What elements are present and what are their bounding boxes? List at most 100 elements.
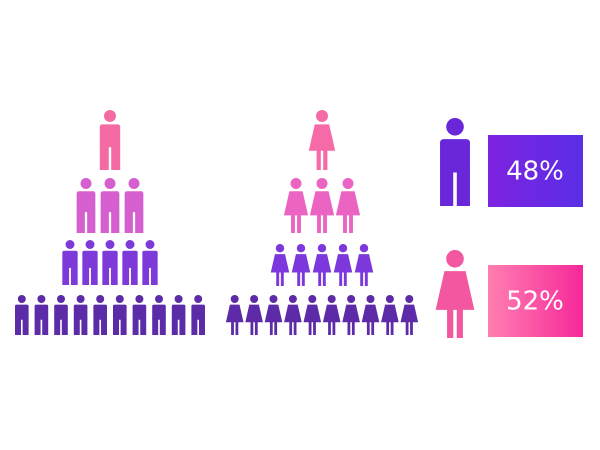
head <box>446 249 464 268</box>
leg <box>142 266 150 285</box>
leg <box>90 266 98 285</box>
male-icon <box>82 240 98 285</box>
male-icon <box>73 295 88 335</box>
female-icon <box>303 295 322 335</box>
male-icon <box>62 240 78 285</box>
head <box>104 178 116 189</box>
leg <box>332 321 336 335</box>
female-icon <box>435 249 475 338</box>
head <box>317 244 327 253</box>
dress <box>322 304 341 323</box>
male-icon <box>99 110 121 170</box>
leg <box>135 209 144 233</box>
dress <box>435 271 475 310</box>
head <box>316 110 328 122</box>
head <box>290 178 302 189</box>
dress <box>291 254 311 273</box>
leg <box>280 271 284 286</box>
torso <box>440 139 470 173</box>
leg <box>291 214 295 233</box>
dress <box>225 304 244 323</box>
leg <box>322 271 326 286</box>
leg <box>301 271 305 286</box>
head <box>359 244 369 253</box>
dress <box>270 254 290 273</box>
male-icon <box>440 118 470 206</box>
leg <box>250 321 254 335</box>
leg <box>269 321 273 335</box>
head <box>269 295 278 303</box>
female-icon <box>245 295 263 335</box>
male-icon <box>93 295 107 335</box>
torso <box>76 191 96 213</box>
male-icon <box>100 178 120 233</box>
torso <box>124 191 144 213</box>
head <box>296 244 306 253</box>
male-icon <box>122 240 138 285</box>
leg <box>349 214 353 233</box>
leg <box>132 318 139 335</box>
head <box>17 295 26 303</box>
leg <box>317 214 321 233</box>
head <box>347 295 356 303</box>
leg <box>410 321 413 335</box>
male-icon <box>15 295 29 335</box>
leg <box>15 318 21 335</box>
leg <box>73 318 80 335</box>
leg <box>120 318 127 335</box>
torso <box>100 191 120 213</box>
female-icon <box>354 244 374 286</box>
leg <box>61 318 68 335</box>
male-icon <box>54 295 68 335</box>
leg <box>124 209 133 233</box>
leg <box>316 149 321 170</box>
leg <box>54 318 61 335</box>
torso <box>73 304 88 320</box>
leg <box>405 321 409 335</box>
male-icon <box>171 295 186 335</box>
female-icon <box>284 295 302 335</box>
leg <box>111 209 120 233</box>
leg <box>150 266 158 285</box>
male-icon <box>142 240 158 285</box>
leg <box>339 271 343 286</box>
leg <box>82 266 90 285</box>
dress <box>381 304 399 323</box>
leg <box>456 308 463 338</box>
leg <box>130 266 138 285</box>
leg <box>87 209 96 233</box>
leg <box>235 321 239 335</box>
torso <box>142 250 158 268</box>
leg <box>113 318 119 335</box>
male-icon <box>152 295 166 335</box>
head <box>327 295 336 303</box>
dress <box>264 304 283 323</box>
dress <box>342 304 360 323</box>
female-icon <box>308 110 336 170</box>
dress <box>354 254 374 273</box>
female-stat-box <box>488 265 583 337</box>
dress <box>361 304 380 323</box>
head <box>342 178 354 189</box>
torso <box>93 304 107 320</box>
leg <box>34 318 41 335</box>
female-icon <box>225 295 244 335</box>
female-icon <box>291 244 311 286</box>
torso <box>54 304 68 320</box>
head <box>250 295 259 303</box>
dress <box>284 304 302 323</box>
leg <box>360 271 364 286</box>
dress <box>283 191 309 216</box>
dress <box>335 191 361 216</box>
leg <box>231 321 234 335</box>
male-stat-box <box>488 135 583 207</box>
head <box>366 295 375 303</box>
head <box>80 178 92 189</box>
female-icon <box>283 178 309 233</box>
head <box>155 295 163 303</box>
leg <box>456 169 470 206</box>
female-icon <box>322 295 341 335</box>
female-icon <box>333 244 353 286</box>
head <box>338 244 348 253</box>
leg <box>159 318 166 335</box>
